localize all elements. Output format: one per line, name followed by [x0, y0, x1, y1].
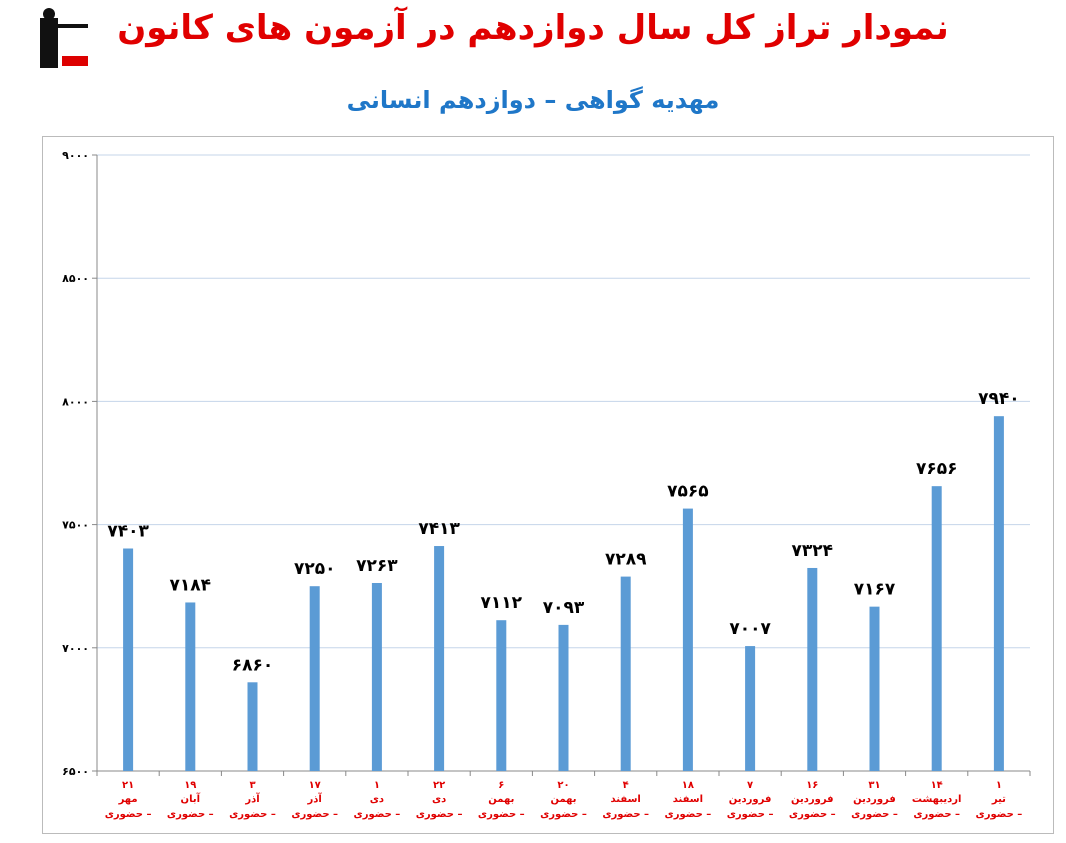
data-label: ۷۹۴۰ — [978, 389, 1020, 409]
bar — [185, 602, 196, 771]
data-label: ۷۱۱۲ — [481, 593, 523, 613]
x-tick-label-month: دی — [370, 794, 384, 805]
data-label: ۷۲۵۰ — [294, 559, 336, 579]
bar — [931, 486, 942, 771]
bar — [558, 624, 569, 771]
x-tick-label-month: فروردین — [729, 794, 772, 805]
data-label: ۷۱۶۷ — [854, 580, 896, 600]
x-tick-label-month: بهمن — [550, 794, 576, 805]
bar — [309, 586, 320, 771]
x-tick-label-month: آذر — [307, 792, 323, 805]
chart-subtitle: مهدیه گواهی – دوازدهم انسانی — [346, 86, 720, 114]
data-label: ۷۱۸۴ — [170, 575, 212, 595]
x-tick-label-type: – حضوری — [602, 809, 649, 820]
data-label: ۷۲۸۹ — [605, 550, 647, 570]
x-tick-label-month: اردیبهشت — [912, 794, 962, 805]
x-tick-label-day: ۲۱ — [122, 780, 134, 791]
bar — [869, 606, 880, 771]
bar — [620, 576, 631, 771]
x-tick-label-type: – حضوری — [789, 809, 836, 820]
x-tick-label-type: – حضوری — [229, 809, 276, 820]
bar — [993, 416, 1004, 771]
x-tick-label-month: اسفند — [611, 794, 641, 805]
y-tick-label: ۶۵۰۰ — [62, 765, 89, 778]
kanoon-logo — [40, 8, 88, 68]
x-tick-label-month: فروردین — [791, 794, 834, 805]
x-tick-label-day: ۳۱ — [868, 780, 880, 791]
x-tick-label-type: – حضوری — [105, 809, 152, 820]
x-tick-label-month: آذر — [244, 792, 260, 805]
x-tick-label-month: اسفند — [673, 794, 703, 805]
data-label: ۷۶۵۶ — [916, 459, 958, 479]
x-tick-label-type: – حضوری — [416, 809, 463, 820]
chart-title: نمودار تراز کل سال دوازدهم در آزمون های … — [117, 8, 949, 48]
bar — [247, 682, 258, 771]
x-tick-label-day: ۱ — [996, 780, 1002, 791]
x-tick-label-month: بهمن — [488, 794, 514, 805]
y-tick-label: ۷۵۰۰ — [62, 519, 89, 532]
x-tick-label-type: – حضوری — [665, 809, 712, 820]
x-tick-label-type: – حضوری — [291, 809, 338, 820]
data-label: ۷۴۰۳ — [107, 522, 149, 542]
x-tick-label-day: ۲۰ — [557, 780, 569, 791]
x-tick-label-month: آبان — [181, 792, 201, 805]
data-label: ۷۳۲۴ — [792, 541, 834, 561]
bar — [371, 582, 382, 771]
x-tick-label-type: – حضوری — [976, 809, 1023, 820]
x-tick-label-type: – حضوری — [540, 809, 587, 820]
chart-frame — [42, 136, 1054, 834]
data-label: ۷۰۰۷ — [729, 619, 771, 639]
bar — [682, 508, 693, 771]
data-label: ۷۲۶۳ — [356, 556, 398, 576]
x-tick-label-day: ۱۷ — [309, 780, 321, 791]
x-tick-label-month: تیر — [991, 794, 1006, 805]
data-label: ۷۰۹۳ — [543, 598, 585, 618]
bar — [807, 567, 818, 771]
x-tick-label-type: – حضوری — [913, 809, 960, 820]
y-tick-label: ۸۰۰۰ — [62, 395, 89, 408]
data-label: ۷۵۶۵ — [667, 482, 709, 502]
data-label: ۶۸۶۰ — [232, 655, 274, 675]
bar — [745, 646, 756, 771]
x-tick-label-month: دی — [432, 794, 446, 805]
x-tick-label-day: ۱۸ — [682, 780, 694, 791]
y-tick-label: ۹۰۰۰ — [62, 149, 89, 162]
y-tick-label: ۷۰۰۰ — [62, 642, 89, 655]
x-tick-label-day: ۲۲ — [433, 780, 445, 791]
y-tick-label: ۸۵۰۰ — [62, 272, 89, 285]
x-tick-label-month: فروردین — [853, 794, 896, 805]
x-tick-label-day: ۶ — [498, 780, 504, 791]
x-tick-label-month: مهر — [118, 794, 138, 805]
x-tick-label-day: ۷ — [747, 780, 753, 791]
bar — [496, 620, 507, 771]
x-tick-label-type: – حضوری — [727, 809, 774, 820]
x-tick-label-type: – حضوری — [851, 809, 898, 820]
x-tick-label-day: ۱ — [374, 780, 380, 791]
x-tick-label-type: – حضوری — [354, 809, 401, 820]
x-tick-label-day: ۴ — [623, 780, 629, 791]
data-label: ۷۴۱۳ — [418, 519, 460, 539]
x-tick-label-day: ۳ — [249, 780, 255, 791]
bar — [434, 546, 445, 771]
x-tick-label-day: ۱۴ — [931, 780, 943, 791]
bar — [123, 548, 134, 771]
x-tick-label-type: – حضوری — [167, 809, 214, 820]
x-tick-label-type: – حضوری — [478, 809, 525, 820]
x-tick-label-day: ۱۹ — [184, 780, 196, 791]
x-tick-label-day: ۱۶ — [806, 780, 818, 791]
